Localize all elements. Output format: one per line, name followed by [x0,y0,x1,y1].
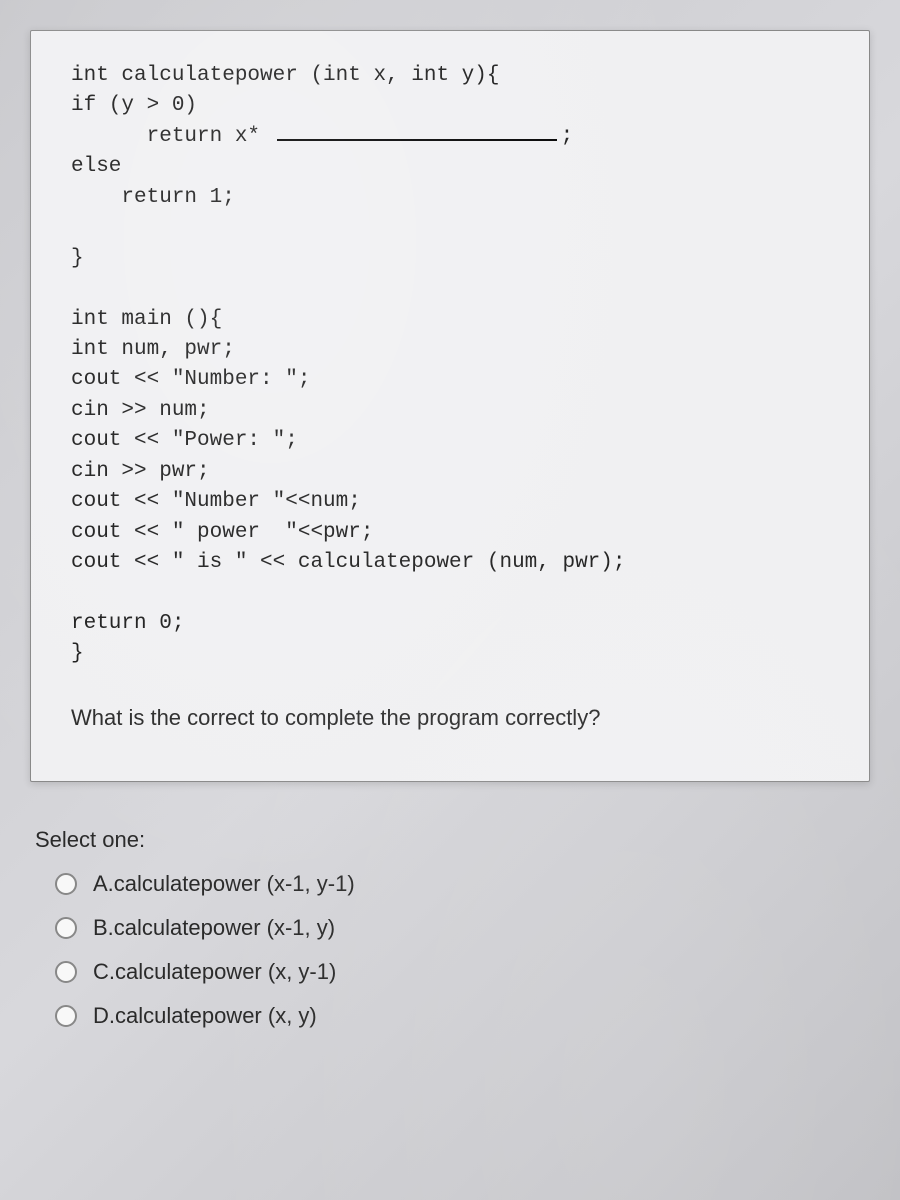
option-d-text: D.calculatepower (x, y) [93,1003,317,1029]
option-b-text: B.calculatepower (x-1, y) [93,915,335,941]
code-line: return 0; [71,612,184,635]
option-a-text: A.calculatepower (x-1, y-1) [93,871,355,897]
option-c[interactable]: C.calculatepower (x, y-1) [35,959,870,985]
code-line: int num, pwr; [71,338,235,361]
code-line: else [71,155,121,178]
code-line: } [71,642,84,665]
code-line: } [71,247,84,270]
radio-icon[interactable] [55,1005,77,1027]
radio-icon[interactable] [55,961,77,983]
option-d[interactable]: D.calculatepower (x, y) [35,1003,870,1029]
code-line: cout << "Number "<<num; [71,490,361,513]
option-a[interactable]: A.calculatepower (x-1, y-1) [35,871,870,897]
code-line: cout << " power "<<pwr; [71,521,373,544]
code-line: ; [561,125,574,148]
code-line: cin >> pwr; [71,460,210,483]
select-one-label: Select one: [35,827,870,853]
code-line: if (y > 0) [71,94,197,117]
code-line: int main (){ [71,308,222,331]
code-block: int calculatepower (int x, int y){ if (y… [71,61,829,670]
radio-icon[interactable] [55,873,77,895]
question-text: What is the correct to complete the prog… [71,705,829,731]
radio-icon[interactable] [55,917,77,939]
answers-section: Select one: A.calculatepower (x-1, y-1) … [30,827,870,1029]
option-b[interactable]: B.calculatepower (x-1, y) [35,915,870,941]
question-card: int calculatepower (int x, int y){ if (y… [30,30,870,782]
code-line: return 1; [71,186,235,209]
code-line: int calculatepower (int x, int y){ [71,64,499,87]
code-line: cout << "Number: "; [71,368,310,391]
code-line: return x* [71,125,273,148]
option-c-text: C.calculatepower (x, y-1) [93,959,336,985]
code-line: cout << "Power: "; [71,429,298,452]
code-line: cout << " is " << calculatepower (num, p… [71,551,626,574]
fill-blank[interactable] [277,139,557,141]
code-line: cin >> num; [71,399,210,422]
